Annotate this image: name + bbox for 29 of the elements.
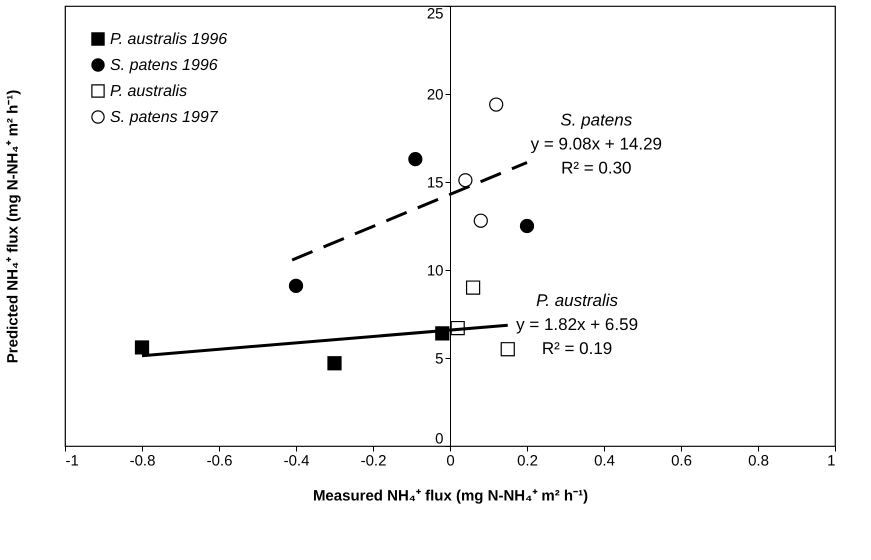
y-axis-title: Predicted NH₄⁺ flux (mg N-NH₄⁺ m² h⁻¹) — [4, 90, 22, 364]
x-tick-label: -1 — [66, 452, 79, 470]
y-tick-label: 0 — [435, 430, 444, 448]
legend-label: P. australis — [110, 83, 188, 100]
y-tick-label: 10 — [426, 262, 444, 280]
y-tick-label: 25 — [426, 6, 444, 22]
x-axis-title: Measured NH₄⁺ flux (mg N-NH₄⁺ m² h⁻¹) — [312, 488, 588, 504]
x-tick-label: -0.6 — [206, 452, 232, 470]
x-tick-label: 1 — [827, 452, 836, 470]
annotation: R² = 0.30 — [561, 158, 632, 178]
x-tick-label: -0.4 — [284, 452, 310, 470]
x-tick-label: 0 — [446, 452, 455, 470]
annotation: S. patens — [560, 110, 633, 130]
x-tick-label: 0.8 — [748, 452, 769, 470]
y-tick-label: 5 — [435, 350, 444, 368]
annotation: y = 9.08x + 14.29 — [530, 134, 662, 154]
legend-label: S. patens 1997 — [110, 109, 219, 126]
legend-label: P. australis 1996 — [110, 31, 228, 48]
annotation: P. australis — [536, 290, 618, 310]
annotation: y = 1.82x + 6.59 — [516, 314, 638, 334]
x-tick-label: 0.4 — [594, 452, 615, 470]
x-tick-label: -0.8 — [130, 452, 156, 470]
x-tick-label: -0.2 — [360, 452, 386, 470]
y-tick-label: 20 — [426, 86, 444, 104]
x-tick-label: 0.2 — [517, 452, 538, 470]
x-tick-label: 0.6 — [671, 452, 692, 470]
annotation: R² = 0.19 — [542, 338, 612, 358]
legend-label: S. patens 1996 — [110, 57, 218, 74]
y-tick-label: 15 — [426, 174, 444, 192]
